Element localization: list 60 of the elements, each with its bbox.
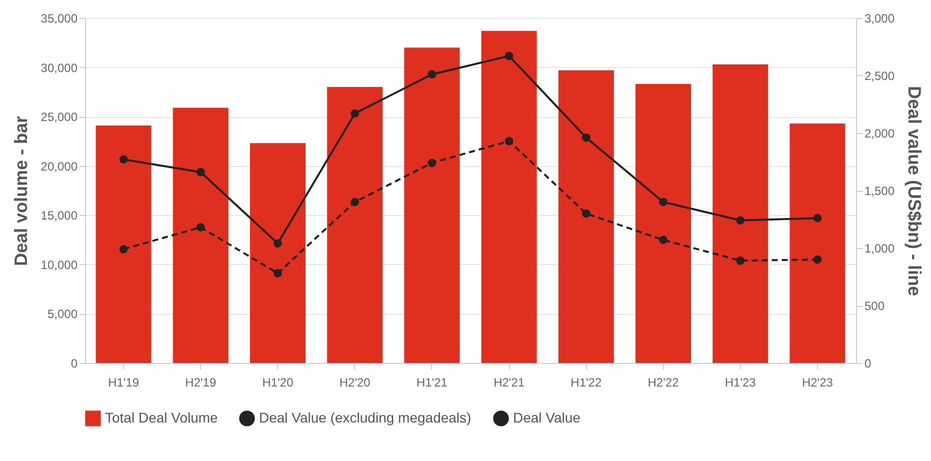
point <box>196 168 205 176</box>
point <box>274 269 282 278</box>
x-tick-label: H1'23 <box>724 376 756 390</box>
x-tick-label: H2'22 <box>648 376 680 390</box>
point <box>659 198 668 206</box>
x-tick-label: H2'23 <box>802 376 834 390</box>
bar <box>481 30 537 363</box>
y2-tick-label: 3,000 <box>864 12 895 26</box>
bar <box>558 70 614 363</box>
point <box>659 236 668 244</box>
bar <box>96 125 152 363</box>
y2-tick-label: 2,000 <box>864 126 895 140</box>
y-tick-label: 5,000 <box>47 307 78 322</box>
point <box>350 198 360 206</box>
y-tick-label: 0 <box>70 356 78 370</box>
x-tick-label: H2'21 <box>494 376 525 390</box>
legend-label: Deal Value (excluding megadeals) <box>259 409 472 426</box>
point <box>350 109 360 118</box>
bar <box>172 108 228 363</box>
legend-label: Deal Value <box>513 409 581 426</box>
point <box>813 214 822 222</box>
point <box>119 155 128 164</box>
point <box>582 133 590 142</box>
bar <box>250 143 306 363</box>
x-tick-label: H1'19 <box>108 376 140 390</box>
point <box>428 70 436 79</box>
y2-tick-label: 1,500 <box>864 184 895 198</box>
bar <box>635 84 692 363</box>
x-tick-label: H1'21 <box>416 376 448 390</box>
y-tick-label: 10,000 <box>40 258 78 272</box>
point <box>428 158 436 168</box>
point <box>813 255 822 264</box>
point <box>504 52 514 60</box>
point <box>119 244 128 254</box>
y-axis-title: Deal volume - bar <box>10 116 31 266</box>
y2-tick-label: 0 <box>864 356 872 370</box>
y2-axis-title: Deal value (US$bn) - line <box>904 86 925 296</box>
x-tick-label: H1'20 <box>262 376 294 390</box>
point <box>196 223 205 232</box>
y2-tick-label: 500 <box>864 299 885 313</box>
y-tick-label: 20,000 <box>40 159 78 174</box>
point <box>736 216 745 225</box>
point <box>582 209 590 218</box>
y-tick-label: 25,000 <box>40 110 78 124</box>
bar <box>404 48 460 363</box>
bar <box>327 87 383 363</box>
point <box>504 136 514 146</box>
legend-label: Total Deal Volume <box>105 409 218 426</box>
point <box>736 256 745 265</box>
bar <box>790 123 846 363</box>
x-tick-label: H2'19 <box>185 376 216 390</box>
y-tick-label: 30,000 <box>40 60 78 75</box>
y2-tick-label: 1,000 <box>864 242 895 256</box>
bar <box>712 64 768 363</box>
y-tick-label: 15,000 <box>40 208 78 223</box>
y-tick-label: 35,000 <box>40 12 78 26</box>
x-tick-label: H2'20 <box>339 376 371 390</box>
x-tick-label: H1'22 <box>570 376 602 390</box>
point <box>274 239 282 248</box>
y2-tick-label: 2,500 <box>864 69 895 83</box>
